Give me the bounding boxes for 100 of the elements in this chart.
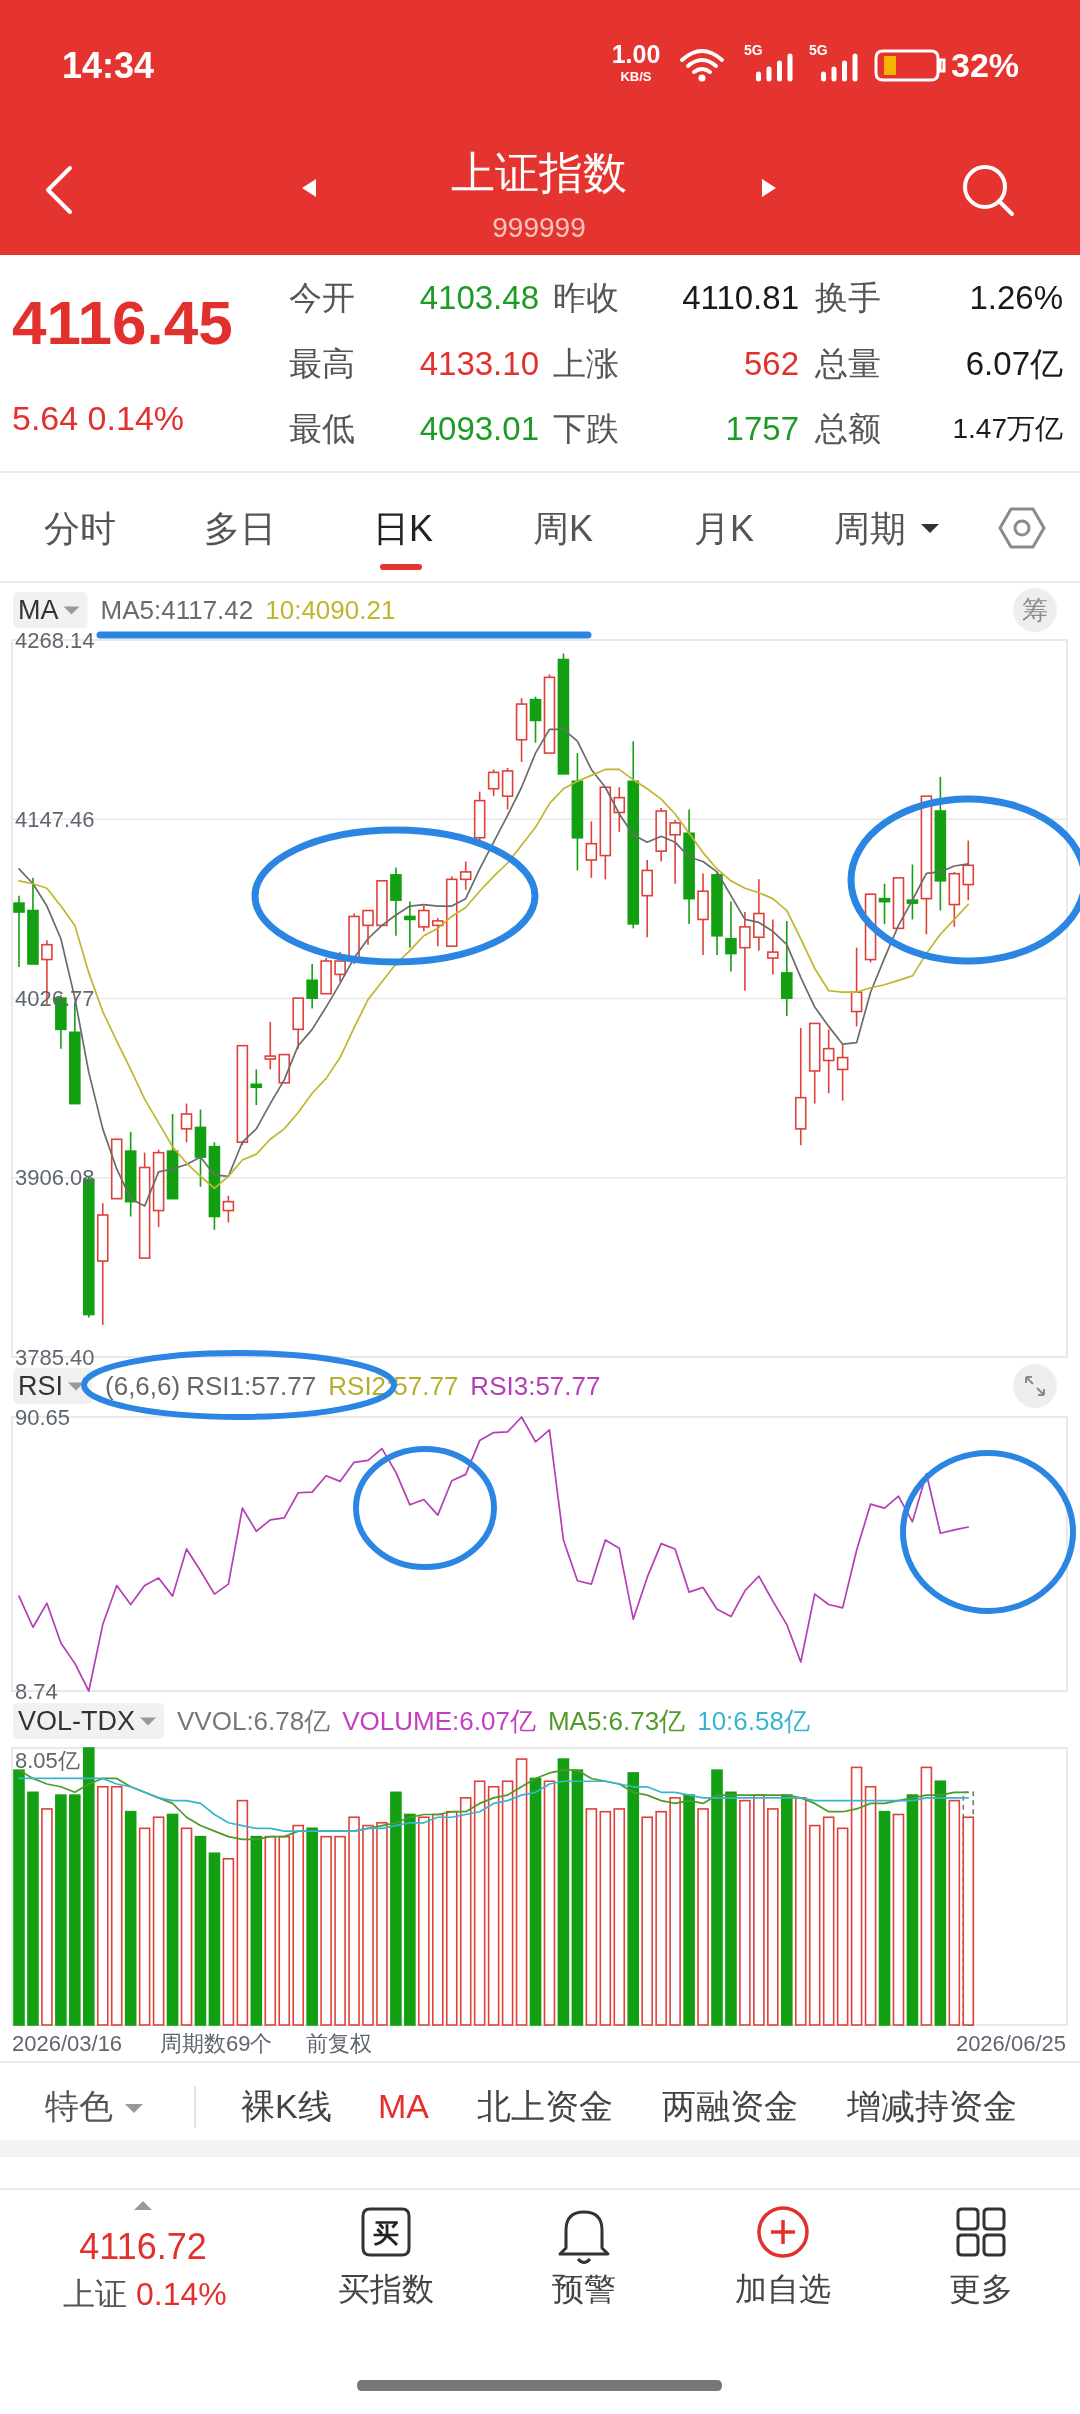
candlestick <box>278 1053 291 1084</box>
bar <box>166 1813 179 2026</box>
text: 1757 <box>725 409 799 447</box>
candlestick <box>739 911 751 992</box>
bar <box>432 1813 444 2026</box>
candlestick <box>292 997 304 1050</box>
text: 日K <box>372 507 434 549</box>
bar <box>13 1769 25 2026</box>
bar <box>627 1772 640 2026</box>
bar <box>222 1858 235 2026</box>
text: 更多 <box>949 2271 1013 2307</box>
text: 周期 <box>834 507 906 549</box>
bar <box>515 1758 528 2026</box>
text: 裸K线 <box>241 2087 332 2125</box>
text: 562 <box>743 344 799 382</box>
candlestick <box>264 1021 277 1071</box>
bar <box>138 1827 151 2026</box>
bar <box>348 1816 360 2026</box>
candlestick <box>362 909 374 946</box>
candlestick <box>683 808 695 925</box>
text: 分时 <box>44 507 116 549</box>
bar <box>878 1810 891 2026</box>
candlestick <box>445 875 458 947</box>
bar <box>836 1827 849 2026</box>
bar <box>557 1758 570 2026</box>
text: 5.64 0.14% <box>12 399 185 437</box>
bar <box>83 1747 95 2026</box>
candlestick <box>110 1138 123 1200</box>
bar <box>362 1824 374 2026</box>
bar <box>404 1813 416 2026</box>
text: 今开 <box>289 278 355 316</box>
candlestick <box>697 872 709 956</box>
text: 北上资金 <box>477 2087 613 2125</box>
candlestick <box>725 900 737 973</box>
text: 4103.48 <box>419 278 539 316</box>
chart-title: RSI <box>18 1371 64 1401</box>
text: 总量 <box>814 344 881 382</box>
legend-label: RSI1:57.77 <box>186 1371 317 1401</box>
bar <box>124 1810 137 2026</box>
text: 总额 <box>814 409 881 447</box>
text: 两融资金 <box>662 2087 798 2125</box>
bar <box>292 1824 304 2026</box>
bar <box>320 1835 332 2026</box>
text: 周K <box>532 507 594 549</box>
text: 预警 <box>552 2271 616 2307</box>
candlestick <box>808 1022 821 1105</box>
text: 4110.81 <box>682 278 799 316</box>
bar <box>794 1797 807 2026</box>
text: 1.00 <box>611 40 661 68</box>
bar <box>487 1785 500 2026</box>
candlestick <box>892 877 905 930</box>
candlestick <box>166 1113 179 1200</box>
bar <box>69 1794 81 2026</box>
candlestick <box>822 1028 835 1095</box>
text: 周期数69个 <box>160 2030 273 2056</box>
y-tick-label: 3906.08 <box>15 1165 95 1191</box>
text: 10:6.58亿 <box>697 1706 810 1736</box>
text: 2026/06/25 <box>955 2030 1066 2056</box>
text: 10:4090.21 <box>265 595 396 625</box>
legend-title: (6,6,6) <box>105 1371 181 1401</box>
candlestick <box>376 880 388 927</box>
bar <box>892 1813 905 2026</box>
y-tick-label: 8.74 <box>15 1678 58 1704</box>
bar <box>613 1808 626 2026</box>
bar <box>278 1835 291 2026</box>
text: 特色 <box>45 2087 113 2125</box>
chart-title: MA <box>18 595 59 625</box>
text: 32% <box>951 46 1020 84</box>
bar <box>948 1799 961 2026</box>
candlestick <box>599 786 612 881</box>
text: 加自选 <box>735 2271 831 2307</box>
candlestick <box>306 963 318 1010</box>
bar <box>683 1794 695 2026</box>
candlestick <box>753 878 765 952</box>
text: 换手 <box>815 278 881 316</box>
text: VVOL:6.78亿 <box>177 1706 331 1736</box>
text: 上证指数 <box>451 147 627 197</box>
bar <box>655 1810 667 2026</box>
bar <box>822 1816 835 2026</box>
bar <box>767 1808 779 2026</box>
text: 5G <box>809 42 828 58</box>
y-tick-label: 4268.14 <box>15 627 95 653</box>
text: 4133.10 <box>419 344 539 382</box>
text: 昨收 <box>553 278 619 316</box>
bar <box>753 1794 765 2026</box>
candlestick <box>934 776 947 912</box>
bar <box>152 1816 165 2026</box>
candlestick <box>641 859 653 939</box>
bar <box>711 1769 723 2026</box>
candlestick <box>781 920 793 1017</box>
text: 14:34 <box>62 44 155 86</box>
text: 1.47万亿 <box>952 412 1063 444</box>
bar <box>725 1791 737 2026</box>
bar <box>864 1785 877 2026</box>
bar <box>585 1808 598 2026</box>
text: 多日 <box>204 507 276 549</box>
bar <box>543 1780 556 2026</box>
text: 2026/03/16 <box>12 2030 123 2056</box>
bar <box>334 1835 346 2026</box>
bar <box>459 1797 472 2026</box>
